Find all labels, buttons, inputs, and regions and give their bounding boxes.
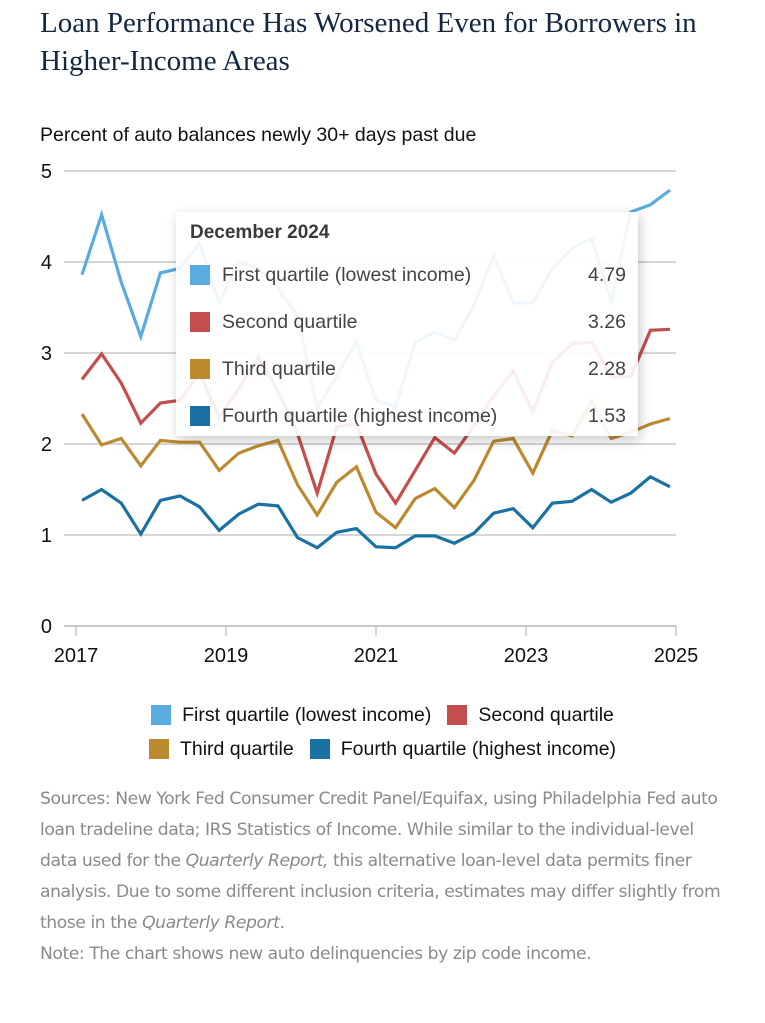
legend-item-first-quartile[interactable]: First quartile (lowest income) — [151, 704, 431, 727]
fourth-quartile-swatch — [309, 739, 330, 759]
fourth-quartile-swatch — [190, 406, 210, 426]
series-line-fourth-quartile — [81, 474, 671, 550]
first-quartile-swatch — [190, 265, 210, 285]
legend-label: Third quartile — [179, 737, 294, 760]
y-tick-label: 0 — [41, 616, 52, 638]
sources-note: Sources: New York Fed Consumer Credit Pa… — [40, 784, 730, 939]
legend-label: First quartile (lowest income) — [182, 703, 432, 726]
second-quartile-swatch — [447, 705, 468, 725]
sources-text: Sources: New York Fed Consumer Credit Pa… — [40, 789, 718, 871]
first-quartile-swatch — [151, 705, 172, 725]
tooltip-value: 4.79 — [588, 263, 626, 286]
y-tick-label: 1 — [41, 525, 52, 547]
chart-note: Note: The chart shows new auto delinquen… — [40, 944, 592, 964]
x-tick-label: 2023 — [504, 645, 549, 667]
tooltip-row-third-quartile: Third quartile 2.28 — [190, 354, 626, 384]
sources-text: this alternative loan-level data permits… — [40, 851, 721, 933]
y-tick-label: 4 — [41, 252, 52, 274]
third-quartile-swatch — [190, 359, 210, 379]
x-tick-label: 2017 — [54, 645, 99, 667]
tooltip-label: First quartile (lowest income) — [222, 263, 472, 286]
tooltip-value: 3.26 — [588, 310, 626, 333]
x-tick-label: 2019 — [204, 645, 249, 667]
legend-label: Fourth quartile (highest income) — [340, 737, 617, 760]
tooltip-label: Fourth quartile (highest income) — [222, 404, 498, 427]
second-quartile-swatch — [190, 312, 210, 332]
chart-legend: First quartile (lowest income) Second qu… — [0, 698, 765, 766]
tooltip-label: Third quartile — [222, 357, 336, 380]
y-tick-label: 3 — [41, 343, 52, 365]
x-tick-label: 2021 — [354, 645, 399, 667]
tooltip-label: Second quartile — [222, 310, 358, 333]
tooltip-date: December 2024 — [190, 222, 330, 243]
tooltip-row-second-quartile: Second quartile 3.26 — [190, 307, 626, 337]
hover-tooltip: December 2024 First quartile (lowest inc… — [176, 212, 638, 436]
sources-text: . — [279, 913, 285, 933]
y-axis-title: Percent of auto balances newly 30+ days … — [40, 124, 477, 146]
x-axis: 2017 2019 2021 2023 2025 — [54, 625, 699, 667]
tooltip-row-first-quartile: First quartile (lowest income) 4.79 — [190, 260, 626, 290]
legend-item-fourth-quartile[interactable]: Fourth quartile (highest income) — [309, 737, 617, 761]
y-tick-label: 5 — [41, 161, 52, 183]
y-tick-label: 2 — [41, 434, 52, 456]
y-axis-ticks: 0 1 2 3 4 5 — [41, 161, 52, 638]
tooltip-value: 1.53 — [588, 404, 626, 427]
legend-label: Second quartile — [478, 703, 614, 726]
tooltip-value: 2.28 — [588, 357, 626, 380]
legend-item-third-quartile[interactable]: Third quartile — [148, 737, 294, 761]
report-title: Quarterly Report, — [185, 851, 329, 871]
x-tick-label: 2025 — [654, 645, 699, 667]
third-quartile-swatch — [148, 739, 169, 759]
chart-notes: Sources: New York Fed Consumer Credit Pa… — [40, 784, 730, 970]
report-title: Quarterly Report — [142, 913, 280, 933]
chart-title: Loan Performance Has Worsened Even for B… — [40, 7, 697, 77]
tooltip-row-fourth-quartile: Fourth quartile (highest income) 1.53 — [190, 401, 626, 431]
legend-item-second-quartile[interactable]: Second quartile — [447, 704, 614, 727]
